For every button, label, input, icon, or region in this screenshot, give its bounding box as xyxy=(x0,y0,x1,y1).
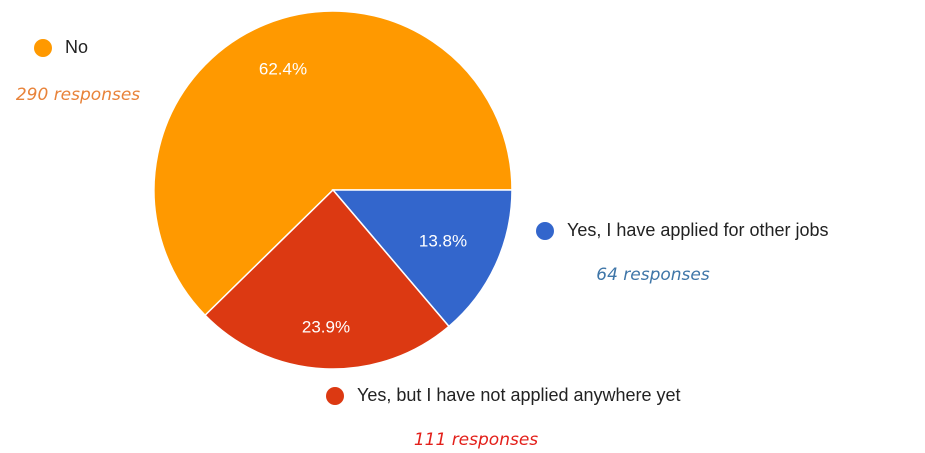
pie-slice xyxy=(331,189,513,328)
legend-marker xyxy=(34,39,52,57)
annotation: 111 responses xyxy=(414,430,538,450)
pie-slice xyxy=(204,188,450,370)
slice-label: 62.4% xyxy=(259,59,307,78)
legend-label: No xyxy=(65,37,88,57)
legend-marker xyxy=(536,222,554,240)
legend-label: Yes, I have applied for other jobs xyxy=(567,220,829,240)
slice-label: 13.8% xyxy=(419,231,467,250)
legend-label: Yes, but I have not applied anywhere yet xyxy=(357,385,681,405)
pie-slice xyxy=(153,10,513,317)
annotation: 290 responses xyxy=(16,85,140,105)
slice-label: 23.9% xyxy=(302,317,350,336)
legend-marker xyxy=(326,387,344,405)
annotation: 64 responses xyxy=(596,265,710,285)
